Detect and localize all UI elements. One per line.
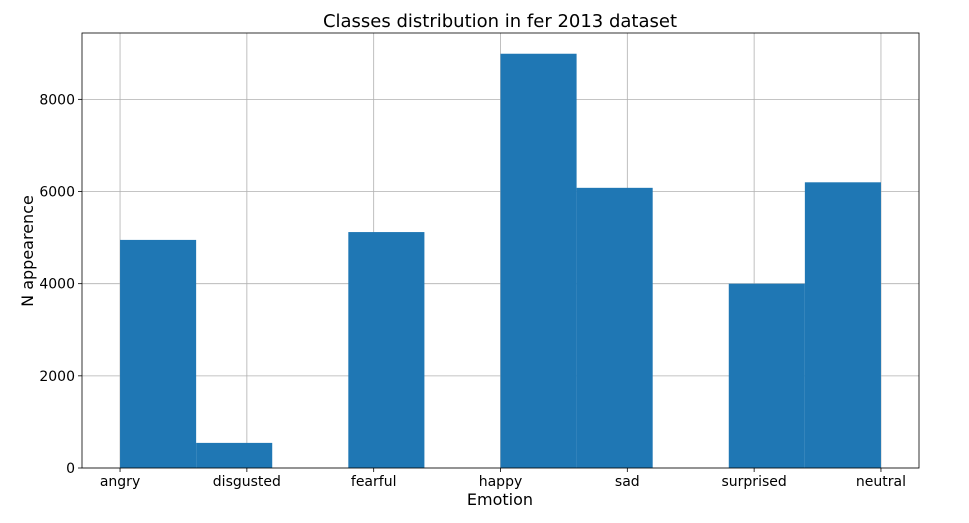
bar-4 [576,187,653,468]
x-axis-label: Emotion [467,490,533,509]
x-tick-label-3: happy [479,474,523,490]
y-tick-label-4: 8000 [39,92,75,108]
x-tick-label-5: surprised [722,474,787,490]
bar-5 [728,283,805,468]
y-tick-label-1: 2000 [39,369,75,385]
x-tick-label-6: neutral [856,474,906,490]
bars-layer [120,53,881,468]
y-axis-label: N appearence [18,195,37,307]
bar-3 [500,53,577,468]
y-tick-label-0: 0 [66,461,75,477]
x-tick-label-0: angry [100,474,140,490]
bar-2 [348,232,425,468]
x-tick-label-2: fearful [351,474,397,490]
x-tick-label-1: disgusted [213,474,281,490]
bar-6 [804,182,881,468]
chart-title: Classes distribution in fer 2013 dataset [323,11,677,32]
y-tick-label-3: 6000 [39,185,75,201]
bar-0 [120,239,197,468]
ticks-layer: angry disgusted fearful happy sad surprised ne… [39,92,906,490]
x-tick-label-4: sad [615,474,640,490]
bar-1 [196,442,273,468]
y-tick-label-2: 4000 [39,277,75,293]
